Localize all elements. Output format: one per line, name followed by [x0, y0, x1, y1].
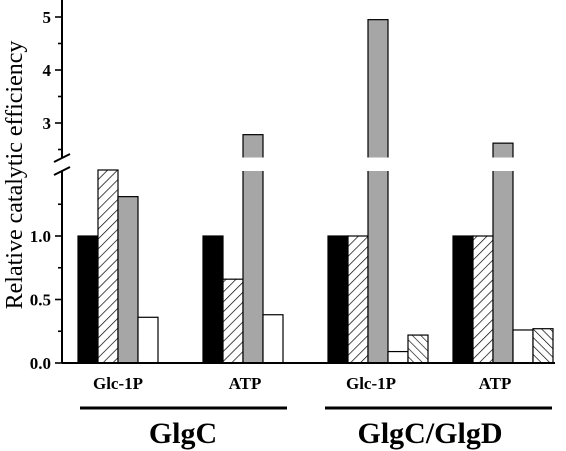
- bar-cat3-series2: [492, 142, 514, 364]
- group-label: GlgC: [149, 417, 217, 450]
- y-tick-label: 0.0: [30, 354, 51, 373]
- bar-cat2-series4: [407, 334, 429, 364]
- bar-cat3-series0: [452, 235, 474, 364]
- bar-cat1-series1: [222, 278, 244, 364]
- category-label: Glc-1P: [93, 374, 143, 393]
- bar-cat3-series1: [472, 235, 494, 364]
- bar-cat1-series0: [202, 235, 224, 364]
- axis-break-mark: [53, 153, 71, 163]
- bar-break-gap: [242, 158, 264, 171]
- y-tick-label: 0.5: [30, 291, 51, 310]
- bar-cat3-series4: [532, 328, 554, 364]
- y-tick-label: 4: [43, 61, 52, 80]
- y-tick-label: 1.0: [30, 227, 51, 246]
- bar-cat0-series2: [117, 196, 139, 364]
- bar-cat0-series1: [97, 169, 119, 364]
- bar-cat2-series1: [347, 235, 369, 364]
- y-tick-label: 3: [43, 114, 52, 133]
- category-label: ATP: [229, 374, 262, 393]
- bar-cat2-series0: [327, 235, 349, 364]
- bar-break-gap: [367, 158, 389, 171]
- category-label: Glc-1P: [346, 374, 396, 393]
- bars-layer: [77, 19, 554, 364]
- y-axis: [53, 0, 555, 364]
- category-labels: Glc-1P ATP Glc-1P ATP: [93, 374, 511, 393]
- bar-cat2-series2: [367, 19, 389, 364]
- y-axis-label: Relative catalytic efficiency: [2, 41, 28, 310]
- bar-cat0-series3: [137, 316, 159, 364]
- bar-cat2-series3: [387, 350, 409, 364]
- y-tick-labels: 0.0 0.5 1.0 3 4 5: [30, 8, 52, 373]
- group-label: GlgC/GlgD: [357, 417, 502, 450]
- category-label: ATP: [479, 374, 512, 393]
- bar-cat1-series3: [262, 314, 284, 364]
- axis-break-mark: [53, 166, 71, 176]
- bar-break-gap: [492, 158, 514, 171]
- group-labels: GlgC GlgC/GlgD: [80, 406, 552, 450]
- bar-cat3-series3: [512, 329, 534, 364]
- bar-cat0-series0: [77, 235, 99, 364]
- y-tick-label: 5: [43, 8, 52, 27]
